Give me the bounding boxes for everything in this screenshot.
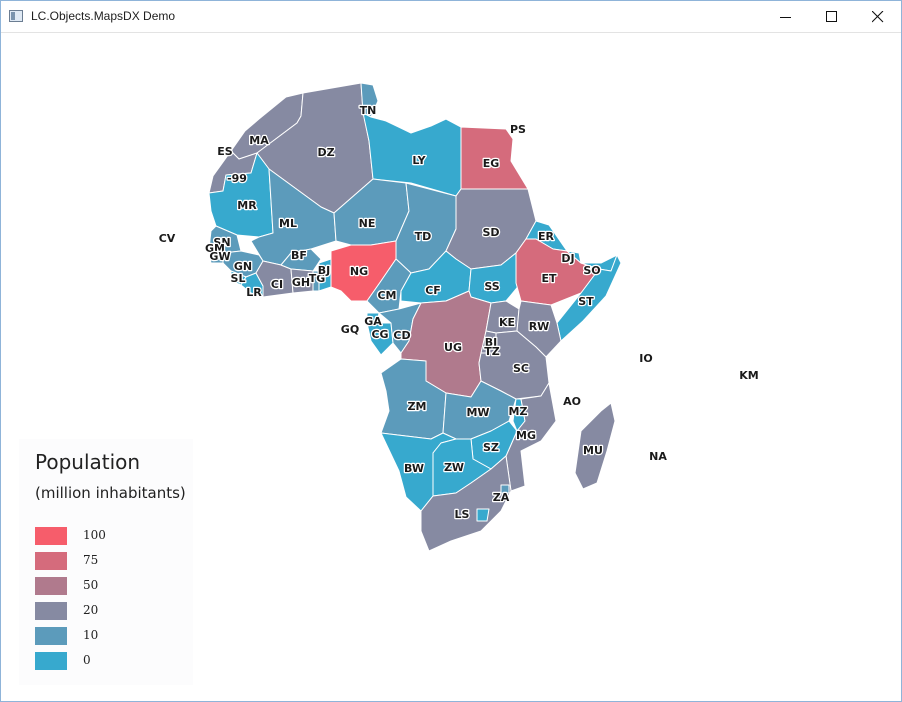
country-code-label: SC [513, 362, 529, 375]
legend-label: 10 [83, 628, 99, 642]
country-code-label: CF [425, 284, 441, 297]
country-code-label: CI [271, 278, 283, 291]
country-code-label: SZ [483, 441, 499, 454]
country-dj[interactable] [566, 250, 582, 264]
country-code-label: BF [291, 249, 307, 262]
country-code-label: DJ [561, 252, 574, 265]
country-code-label: NA [649, 450, 667, 463]
legend-subtitle: (million inhabitants) [35, 484, 186, 502]
country-code-label: MG [516, 429, 536, 442]
country-code-label: ES [217, 145, 233, 158]
country-ls[interactable] [476, 508, 490, 522]
legend-swatch [35, 577, 67, 595]
legend-swatch [35, 627, 67, 645]
legend-label: 50 [83, 578, 99, 592]
country-code-label: MR [237, 199, 257, 212]
country-code-label: ZA [493, 491, 510, 504]
country-code-label: MW [466, 406, 489, 419]
country-code-label: TN [360, 104, 377, 117]
country-code-label: ZM [408, 400, 427, 413]
country-code-label: TG [309, 272, 326, 285]
country-code-label: GA [364, 315, 382, 328]
legend-label: 0 [83, 653, 91, 667]
legend-title: Population [35, 450, 141, 474]
legend-swatch [35, 602, 67, 620]
country-code-label: CM [377, 289, 396, 302]
legend-swatch [35, 552, 67, 570]
country-code-label: ER [538, 230, 555, 243]
country-code-label: PS [510, 123, 526, 136]
country-code-label: CV [159, 232, 176, 245]
country-code-label: MU [583, 444, 603, 457]
country-code-label: ET [541, 272, 557, 285]
country-code-label: KE [499, 316, 515, 329]
minimize-icon [780, 17, 791, 18]
country-code-label: AO [563, 395, 581, 408]
country-code-label: GW [209, 250, 230, 263]
country-sz[interactable] [500, 484, 510, 494]
country-code-label: NE [359, 217, 376, 230]
country-code-label: MA [249, 134, 269, 147]
country-code-label: ST [578, 295, 594, 308]
countries-layer [208, 82, 622, 552]
country-code-label: GQ [341, 323, 359, 336]
country-code-label: UG [444, 341, 462, 354]
title-bar[interactable]: LC.Objects.MapsDX Demo [1, 1, 901, 33]
country-code-label: TZ [484, 345, 500, 358]
country-code-label: NG [350, 265, 368, 278]
country-code-label: BJ [318, 264, 330, 277]
minimize-button[interactable] [763, 1, 809, 32]
country-code-label: GH [292, 276, 310, 289]
country-code-label: MZ [509, 405, 528, 418]
country-code-label: -99 [227, 172, 247, 185]
country-code-label: EG [483, 157, 500, 170]
close-icon [872, 11, 884, 23]
country-code-label: LY [412, 154, 426, 167]
country-so[interactable] [556, 254, 622, 342]
legend-label: 75 [83, 553, 99, 567]
maximize-icon [826, 11, 837, 22]
country-code-label: SN [213, 236, 230, 249]
country-code-label: GN [234, 260, 252, 273]
country-za[interactable] [420, 455, 512, 552]
country-code-label: SL [231, 272, 246, 285]
country-mg[interactable] [574, 402, 616, 490]
country-code-label: ZW [444, 461, 464, 474]
close-button[interactable] [855, 1, 901, 32]
window-title: LC.Objects.MapsDX Demo [31, 9, 176, 23]
country-code-label: IO [639, 352, 652, 365]
country-code-label: GM [205, 242, 225, 255]
legend-swatch [35, 527, 67, 545]
country-mz[interactable] [505, 382, 557, 492]
country-code-label: KM [739, 369, 758, 382]
legend-label: 20 [83, 603, 99, 617]
country-code-label: LS [455, 508, 470, 521]
country-code-label: SD [482, 226, 499, 239]
legend-swatch [35, 652, 67, 670]
country-code-label: SS [484, 280, 499, 293]
country-code-label: CG [371, 328, 388, 341]
country-code-label: CD [393, 329, 410, 342]
country-code-label: ML [279, 217, 297, 230]
country-code-label: LR [246, 286, 262, 299]
country-code-label: SO [583, 264, 600, 277]
country-code-label: BI [485, 336, 497, 349]
country-code-label: TD [415, 230, 432, 243]
legend-label: 100 [83, 528, 106, 542]
country-code-label: BW [404, 462, 424, 475]
country-tn[interactable] [360, 82, 379, 118]
maximize-button[interactable] [809, 1, 855, 32]
country-code-label: DZ [317, 146, 334, 159]
app-icon [9, 10, 23, 22]
country-code-label: RW [529, 320, 550, 333]
